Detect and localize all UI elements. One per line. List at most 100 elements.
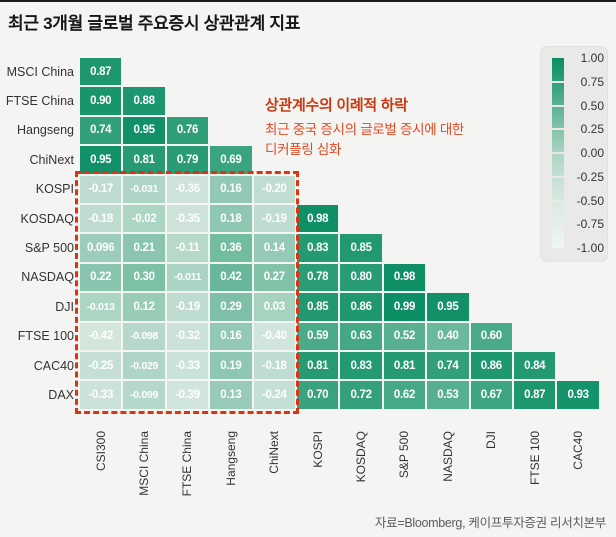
heatmap-cell: 0.14 [253,234,295,262]
heatmap-cell: 0.84 [514,352,556,380]
heatmap-cell: 0.98 [297,205,339,233]
column-label: Hangseng [223,431,238,486]
heatmap-cell: -0.18 [253,352,295,380]
heatmap-cell: 0.85 [297,293,339,321]
colorbar-tick-label: 1.00 [580,51,604,65]
heatmap-cell: -0.18 [80,205,122,233]
heatmap-cell: 0.83 [340,352,382,380]
heatmap-cell: 0.99 [383,293,426,321]
heatmap-cell: 0.13 [210,381,252,409]
heatmap-cell: -0.19 [253,205,295,233]
row-label: Hangseng [17,123,74,138]
heatmap-cell: 0.98 [383,263,426,292]
heatmap-cell: 0.74 [80,116,122,145]
heatmap-cell: -0.42 [80,322,122,350]
colorbar-tick-line [552,104,564,107]
column-label: CAC40 [571,431,586,470]
top-rule [0,0,616,2]
heatmap-cell: -0.20 [253,175,295,203]
heatmap-cell: 0.59 [297,322,339,350]
heatmap-cell: 0.52 [383,322,426,350]
heatmap-cell: 0.69 [210,146,252,174]
heatmap-cell: 0.78 [297,263,339,292]
heatmap-cell: -0.17 [80,175,122,203]
column-label: MSCI China [137,431,152,496]
colorbar-tick-label: 0.75 [580,74,604,89]
heatmap-cell: -0.33 [80,381,122,409]
heatmap-cell: -0.24 [253,381,295,409]
column-label: DJI [484,431,499,449]
heatmap-cell: 0.87 [514,381,556,409]
heatmap-cell: 0.70 [297,381,339,409]
heatmap-cell: 0.18 [210,205,252,233]
source-credit: 자료=Bloomberg, 케이프투자증권 리서치본부 [374,516,606,530]
heatmap-cell: -0.013 [80,293,122,321]
colorbar-tick-line [552,128,564,131]
heatmap-cell: 0.60 [470,322,512,350]
heatmap-cell: 0.03 [253,293,295,321]
colorbar-tick-line [552,199,564,202]
heatmap-cell: 0.29 [210,293,252,321]
heatmap-cell: 0.63 [340,322,382,350]
annotation-body-line-2: 디커플링 심화 [265,142,342,157]
colorbar-tick-line [552,80,564,83]
heatmap-cell: 0.81 [123,146,165,174]
heatmap-cell: 0.93 [557,381,599,409]
colorbar-tick-label: -0.75 [576,217,604,232]
heatmap-cell: 0.95 [123,116,165,145]
row-label: ChiNext [29,152,74,167]
heatmap-cell: -0.19 [166,293,209,321]
heatmap-cell: 0.62 [383,381,426,409]
heatmap-cell: -0.40 [253,322,295,350]
heatmap-cell: -0.098 [123,322,165,350]
heatmap-cell: 0.67 [470,381,512,409]
heatmap-cell: 0.76 [166,116,209,145]
heatmap-cell: -0.029 [123,352,165,380]
heatmap-cell: -0.39 [166,381,209,409]
annotation: 상관계수의 이례적 하락 최근 중국 증시의 글로벌 증시에 대한 디커플링 심… [265,94,464,160]
heatmap-cell: 0.81 [383,352,426,380]
row-label: MSCI China [6,64,74,79]
heatmap-cell: 0.36 [210,234,252,262]
column-label: KOSDAQ [354,431,369,483]
heatmap-cell: 0.95 [80,146,122,174]
colorbar-tick-label: -0.50 [576,193,604,208]
annotation-body-line-1: 최근 중국 증시의 글로벌 증시에 대한 [265,122,465,137]
heatmap-cell: 0.79 [166,146,209,174]
heatmap-cell: 0.40 [427,322,469,350]
heatmap-cell: 0.53 [427,381,469,409]
colorbar-tick-line [552,152,564,154]
heatmap-cell: 0.16 [210,322,252,350]
heatmap-cell: 0.86 [470,352,512,380]
heatmap-cell: 0.86 [340,293,382,321]
heatmap-cell: -0.36 [166,175,209,203]
heatmap-cell: -0.33 [166,352,209,380]
column-label: ChiNext [267,431,282,474]
heatmap-cell: -0.32 [166,322,209,350]
colorbar-tick-line [552,223,564,226]
heatmap-cell: -0.011 [166,263,209,292]
heatmap-cell: 0.87 [80,58,122,86]
colorbar-tick-label: 0.50 [580,98,604,113]
colorbar-tick-label: 0.25 [580,122,604,137]
heatmap-cell: 0.16 [210,175,252,203]
heatmap-cell: -0.031 [123,175,165,203]
annotation-headline: 상관계수의 이례적 하락 [265,97,408,114]
heatmap-cell: 0.81 [297,352,339,380]
heatmap-cell: -0.11 [166,234,209,262]
heatmap-cell: 0.95 [427,293,469,321]
page-title: 최근 3개월 글로벌 주요증시 상관관계 지표 [8,14,301,33]
column-label: CSI300 [93,431,108,472]
heatmap-cell: -0.099 [123,381,165,409]
heatmap-cell: 0.30 [123,263,165,292]
colorbar-tick-line [552,175,564,178]
row-label: DJI [55,299,74,314]
heatmap-cell: 0.42 [210,263,252,292]
row-label: KOSDAQ [20,211,75,226]
heatmap-cell: 0.19 [210,352,252,380]
heatmap-cell: 0.85 [340,234,382,262]
heatmap-cell: 0.21 [123,234,165,262]
heatmap-cell: -0.35 [166,205,209,233]
row-label: CAC40 [33,358,74,373]
